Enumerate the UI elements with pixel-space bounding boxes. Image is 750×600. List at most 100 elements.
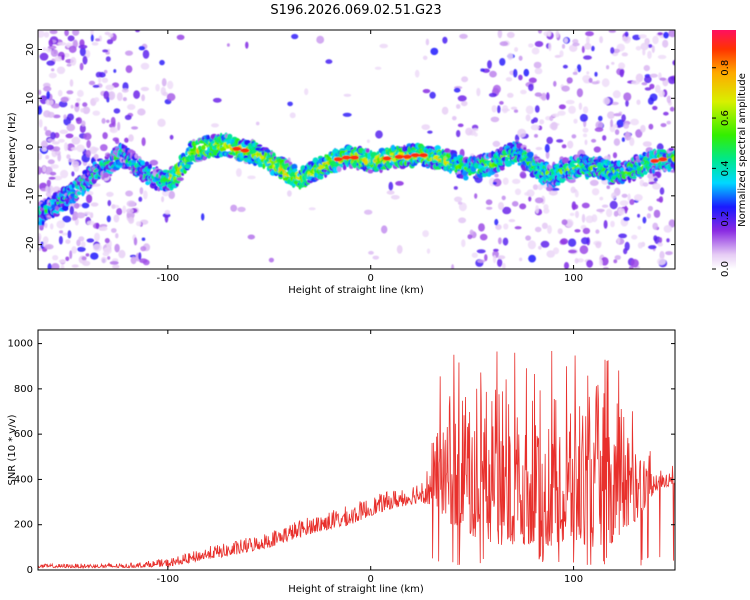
spectrogram-cell [514,47,519,52]
spectrogram-cell [49,30,58,35]
spectrogram-cell [167,80,174,90]
spectrogram-cell [142,49,150,59]
spectrogram-ridge-cell [462,171,468,176]
spectrogram-cell [45,99,54,106]
spectrogram-cell [236,168,242,177]
spectrogram-cell [656,198,663,202]
spectrogram-cell [489,70,497,78]
spectrogram-cell [442,36,448,44]
spectrogram-cell [94,97,100,103]
spectrogram-cell [644,75,652,84]
spectrogram-cell [508,219,516,223]
spectrogram-cell [632,34,641,41]
spectrogram-cell [559,50,564,58]
spectrogram-cell [169,134,174,140]
spectrogram-cell [642,141,652,147]
spectrogram-cell [69,250,73,259]
spectrogram-cell [511,201,519,207]
spectrogram-cell [498,237,502,245]
spectrogram-cell [422,230,429,238]
spectrogram-cell [51,103,60,109]
spectrogram-cell [501,108,511,112]
spectrogram-cell [70,104,74,109]
spectrogram-cell [643,65,650,72]
spectrogram-cell [50,164,59,169]
spectrogram-cell [638,34,647,39]
spectrogram-cell [617,208,625,216]
spectrogram-ridge-cell [154,185,159,191]
spectrogram-ridge-cell [672,150,675,155]
spectrogram-cell [82,106,91,115]
spectrogram-cell [92,243,102,252]
spectrogram-cell [93,153,99,160]
spectrogram-cell [95,38,100,42]
spectrogram-cell [629,199,635,205]
spectrogram-cell [42,47,47,52]
spectrogram-cell [491,105,497,113]
spectrogram-cell [600,257,609,266]
spectrogram-cell [83,132,92,140]
spectrogram-cell [525,114,531,122]
spectrogram-cell [86,238,95,243]
spectrogram-cell [125,65,133,73]
spectrogram-cell [43,86,52,92]
colorbar-tick-label: 0.8 [720,60,731,76]
spectrogram-cell [595,121,604,130]
spectrogram-ridge-cell [278,174,283,178]
spectrogram-ridge-cell [671,156,675,163]
spectrogram-cell [430,47,439,56]
spectrogram-cell [453,87,461,93]
spectrogram-cell [621,137,626,142]
spectrogram-cell [614,129,620,135]
spectrogram-ridge-cell [570,164,577,168]
spectrogram-cell [588,77,593,83]
spectrogram-cell [514,188,522,196]
spectrogram-ridge-cell [652,168,655,174]
spectrogram-cell [76,212,86,219]
spectrogram-cell [476,249,486,254]
spectrogram-cell [576,88,584,98]
spectrogram-cell [568,105,576,114]
spectrogram-cell [76,144,85,153]
spectrogram-cell [546,250,555,258]
spectrogram-cell [497,105,501,114]
spectrogram-cell [606,185,611,189]
spectrogram-cell [572,39,579,44]
spectrogram-cell [268,257,274,263]
spectrogram-cell [507,52,514,61]
spectrogram-cell [565,99,575,105]
spectrogram-cell [595,229,600,234]
spectrogram-cell [534,105,540,113]
spectrogram-cell [461,76,469,83]
spectrogram-cell [510,106,518,110]
spectrogram-cell [666,95,672,104]
spectrogram-cell [139,187,144,195]
spectrogram-cell [668,30,675,38]
spectrogram-cell [133,237,138,246]
spectrogram-cell [38,89,42,96]
spectrogram-cell [666,120,671,125]
spectrogram-cell [548,42,552,52]
spectrogram-cell [59,230,64,234]
snr-series-line [38,350,675,570]
spectrogram-ridge-cell [162,169,169,173]
spectrogram-cell [81,256,87,261]
spectrogram-cell [126,208,134,214]
figure-title: S196.2026.069.02.51.G23 [270,3,441,18]
spectrogram-cell [519,257,523,262]
spectrogram-cell [567,140,574,149]
spectrogram-cell [528,43,534,48]
spectrogram-cell [584,42,592,50]
spectrogram-cell [465,127,473,136]
spectrogram-cell [66,90,74,95]
spectrogram-cell [113,69,117,73]
spectrogram-cell [642,216,647,224]
spectrogram-cell [525,105,534,115]
spectrogram-cell [46,91,51,100]
spectrogram-cell [69,205,75,215]
spectrogram-cell [574,258,579,264]
spectrogram-cell [113,214,120,223]
spectrogram-ridge-cell [481,172,488,178]
spectrogram-ridge-cell [526,151,534,158]
